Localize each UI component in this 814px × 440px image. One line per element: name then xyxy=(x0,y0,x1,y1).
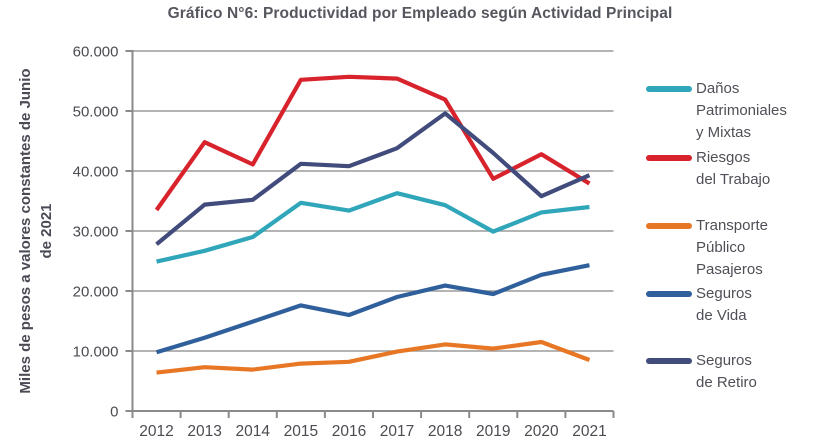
y-tick-label: 60.000 xyxy=(73,44,119,61)
x-tick-label: 2016 xyxy=(332,423,366,440)
legend-label-line: de Retiro xyxy=(696,374,757,391)
legend-label: Seguros de Retiro xyxy=(696,350,757,394)
legend-label-line: Daños xyxy=(696,80,740,97)
legend-swatch-seguros-de-retiro xyxy=(646,358,692,364)
y-tick-label: 40.000 xyxy=(73,164,119,181)
x-tick-label: 2015 xyxy=(284,423,318,440)
legend-swatch-riesgos-del-trabajo xyxy=(646,155,692,161)
legend-item-da-os-patrimoniales-y-mixtas: Daños Patrimoniales y Mixtas xyxy=(646,78,787,144)
legend-label: Transporte Público Pasajeros xyxy=(696,215,768,281)
series-line-riesgos-del-trabajo xyxy=(154,74,591,212)
x-tick-label: 2021 xyxy=(572,423,606,440)
y-tick-label: 30.000 xyxy=(73,224,119,241)
y-tick-label: 0 xyxy=(110,404,118,421)
legend-item-seguros-de-retiro: Seguros de Retiro xyxy=(646,350,757,394)
legend-label-line: Público xyxy=(696,239,746,256)
legend-label-line: Seguros xyxy=(696,285,752,302)
x-tick-label: 2014 xyxy=(236,423,271,440)
y-tick-label: 50.000 xyxy=(73,104,119,121)
legend-item-transporte-p-blico-pasajeros: Transporte Público Pasajeros xyxy=(646,215,768,281)
x-tick-label: 2013 xyxy=(187,423,221,440)
legend-label-line: Seguros xyxy=(696,352,752,369)
x-tick-label: 2012 xyxy=(139,423,173,440)
x-tick-label: 2019 xyxy=(476,423,510,440)
legend-label-line: Patrimoniales xyxy=(696,102,787,119)
legend: Daños Patrimoniales y Mixtas Riesgos del Tra… xyxy=(646,0,811,440)
legend-label-line: Riesgos xyxy=(696,149,751,166)
y-tick-label: 20.000 xyxy=(73,284,119,301)
legend-label-line: Pasajeros xyxy=(696,261,763,278)
series-line-seguros-de-retiro xyxy=(155,111,591,246)
legend-item-riesgos-del-trabajo: Riesgos del Trabajo xyxy=(646,147,770,191)
series-line-transporte-p-blico-pasajeros xyxy=(156,339,591,375)
legend-label-line: de Vida xyxy=(696,307,747,324)
legend-label: Seguros de Vida xyxy=(696,283,752,327)
y-tick-label: 10.000 xyxy=(73,344,119,361)
chart-title: Gráfico N°6: Productividad por Empleado … xyxy=(167,5,673,22)
legend-swatch-seguros-de-vida xyxy=(646,291,692,297)
x-tick-label: 2018 xyxy=(428,423,462,440)
legend-swatch-da-os-patrimoniales-y-mixtas xyxy=(646,86,692,92)
legend-item-seguros-de-vida: Seguros de Vida xyxy=(646,283,752,327)
legend-label: Riesgos del Trabajo xyxy=(696,147,770,191)
legend-label-line: Transporte xyxy=(696,217,768,234)
legend-label-line: del Trabajo xyxy=(696,171,771,188)
series-line-seguros-de-vida xyxy=(155,263,590,355)
legend-label: Daños Patrimoniales y Mixtas xyxy=(696,78,787,144)
x-tick-label: 2020 xyxy=(524,423,559,440)
legend-swatch-transporte-p-blico-pasajeros xyxy=(646,223,692,229)
x-tick-label: 2017 xyxy=(380,423,414,440)
series-line-da-os-patrimoniales-y-mixtas xyxy=(156,191,590,264)
legend-label-line: y Mixtas xyxy=(696,124,752,141)
